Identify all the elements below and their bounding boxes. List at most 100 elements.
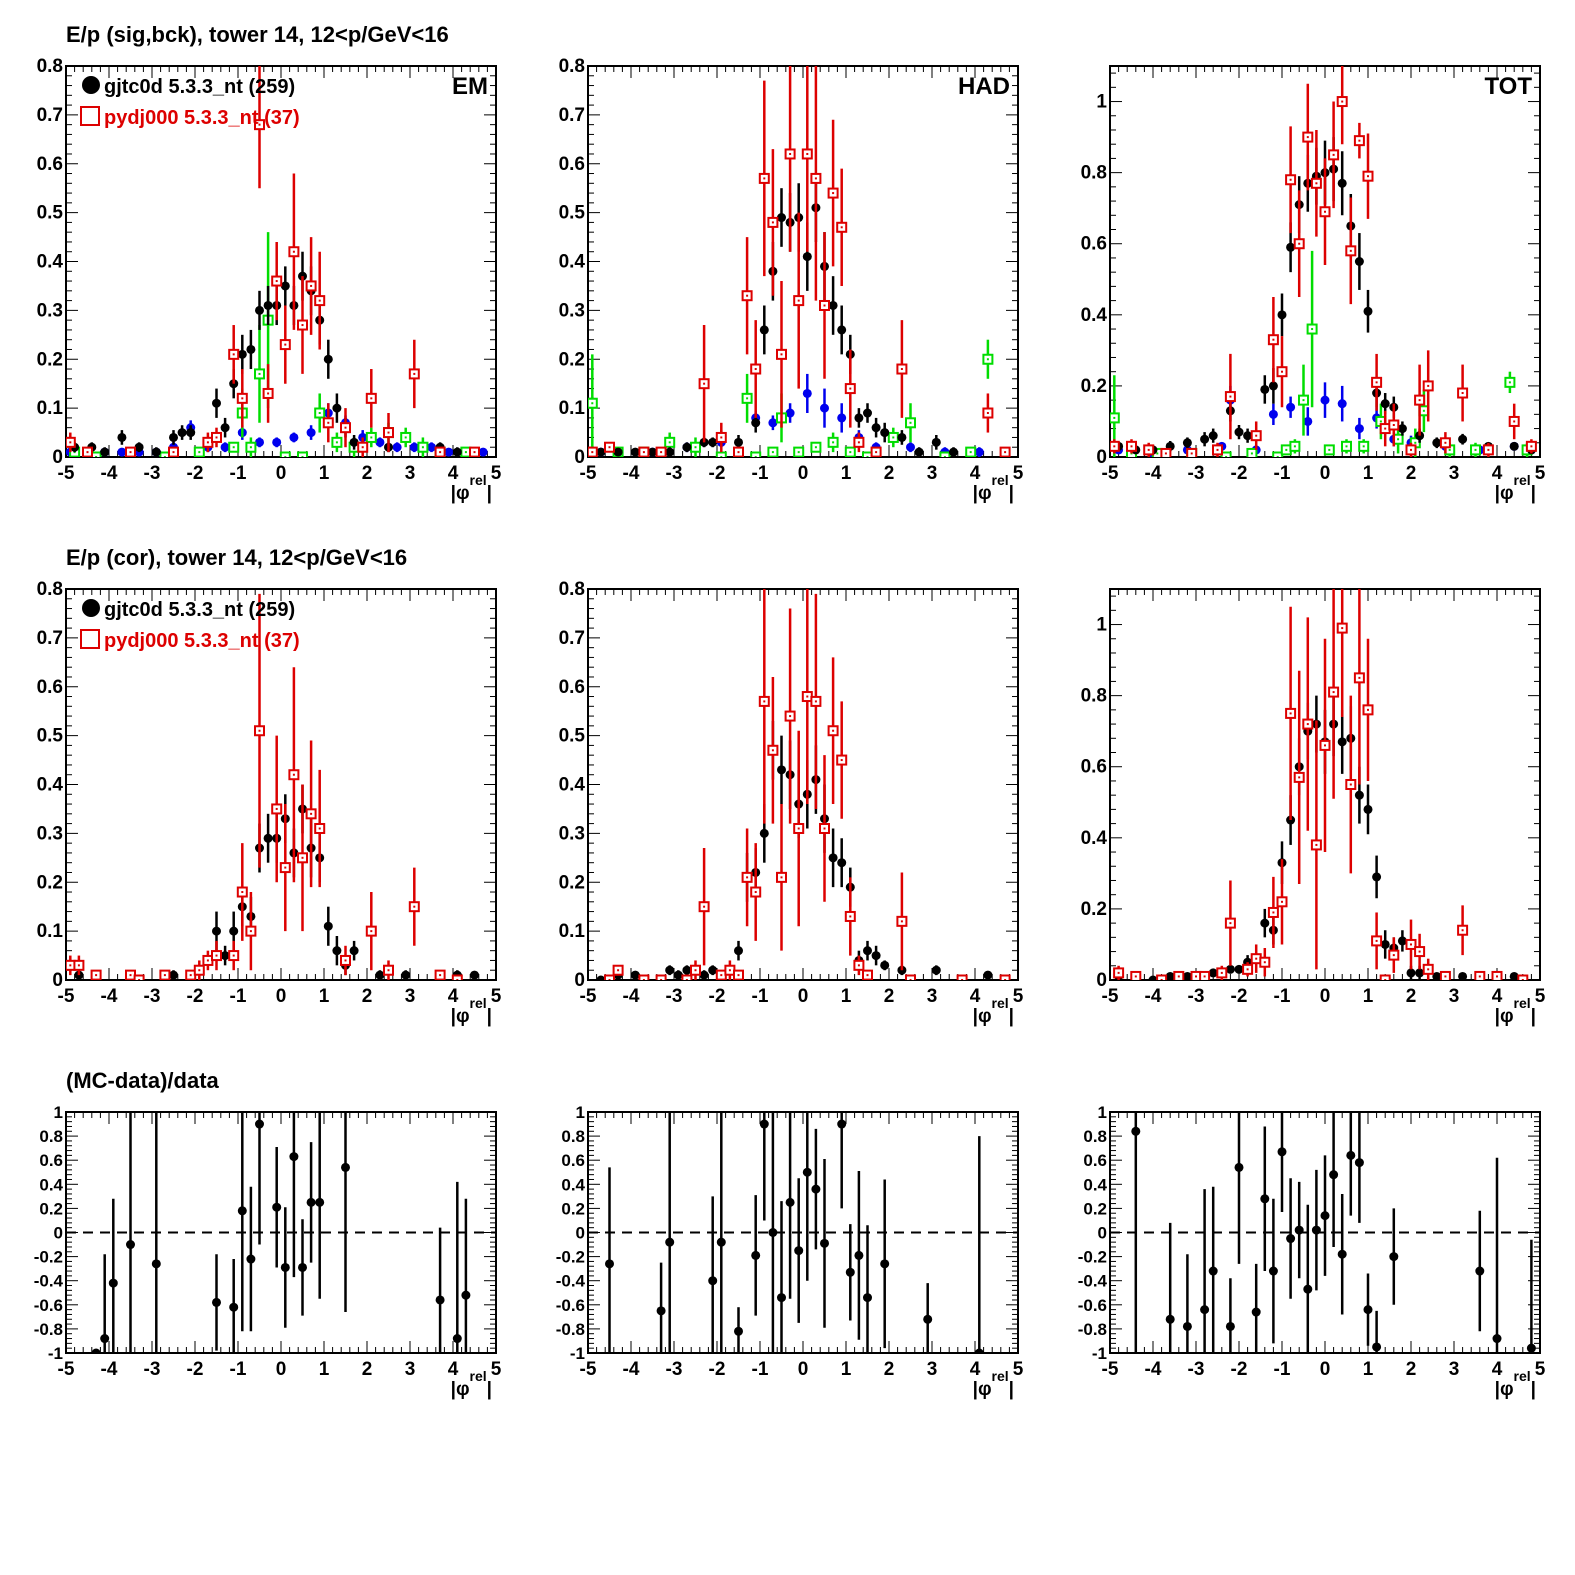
data-point — [272, 1202, 282, 1212]
legend-marker-data — [82, 76, 100, 94]
mc-point — [1156, 974, 1168, 980]
x-tick-label: -5 — [580, 1359, 597, 1380]
y-tick-label: -1 — [48, 1344, 63, 1363]
y-tick-label: 0.2 — [559, 872, 585, 893]
y-tick-label: 0.1 — [37, 921, 64, 942]
data-point — [246, 1254, 256, 1264]
data-point — [1337, 737, 1347, 747]
mc-point — [1517, 974, 1529, 980]
x-tick-label: 1 — [319, 986, 330, 1007]
data-point — [427, 442, 436, 452]
data-point — [1389, 1252, 1399, 1262]
data-point — [186, 428, 196, 438]
data-point — [820, 403, 829, 413]
series-layer — [605, 1112, 984, 1353]
x-tick-label: -1 — [230, 463, 247, 484]
x-tick-label: -1 — [1274, 1359, 1291, 1380]
panel-tag-tot: TOT — [1484, 73, 1532, 100]
mc-point — [1379, 974, 1391, 980]
y-tick-label: 0.2 — [37, 349, 63, 370]
y-tick-label: -1 — [570, 1344, 585, 1363]
y-tick-label: 0.7 — [559, 105, 585, 126]
data-point — [435, 1295, 445, 1305]
data-point — [708, 1276, 718, 1286]
legend-marker-data — [82, 599, 100, 617]
x-tick-label: 0 — [1320, 463, 1331, 484]
series-layer — [66, 593, 479, 980]
data-point — [375, 970, 385, 980]
data-point — [280, 281, 290, 291]
y-tick-label: -0.6 — [34, 1296, 63, 1315]
y-tick-label: 0.4 — [561, 1175, 585, 1194]
data-point — [665, 965, 675, 975]
x-tick-label: -5 — [1102, 1359, 1119, 1380]
x-tick-label: 2 — [884, 986, 895, 1007]
data-point — [1432, 971, 1442, 980]
data-point — [974, 447, 984, 457]
x-tick-label: -5 — [580, 463, 597, 484]
data-point — [212, 926, 221, 936]
data-point — [229, 1302, 239, 1312]
data-point — [1165, 971, 1175, 980]
plot-frame — [1109, 65, 1541, 458]
x-tick-label: 3 — [1449, 1359, 1460, 1380]
data-point — [1346, 1150, 1356, 1160]
data-point — [315, 1197, 325, 1207]
y-tick-label: 0.8 — [37, 56, 63, 77]
x-axis-label: |φrel| — [1495, 1368, 1536, 1400]
legend-label: pydj000 5.3.3_nt (37) — [104, 107, 300, 129]
data-point — [1182, 438, 1192, 448]
data-point — [323, 921, 333, 931]
y-tick-label: 0 — [574, 970, 585, 991]
y-tick-label: 0.6 — [39, 1151, 63, 1170]
data-point — [837, 325, 847, 335]
data-point — [91, 1348, 101, 1353]
data-point — [1354, 1158, 1364, 1168]
mc-point — [1220, 451, 1232, 457]
x-tick-label: -2 — [1231, 1359, 1248, 1380]
data-point — [871, 423, 881, 433]
plot-frame — [587, 588, 1019, 981]
data-point — [1320, 1211, 1330, 1221]
data-point — [777, 765, 786, 775]
x-tick-label: 0 — [276, 463, 287, 484]
y-tick-label: 0 — [1098, 1224, 1107, 1243]
y-tick-label: 0.5 — [559, 203, 586, 224]
y-tick-label: 0.7 — [37, 628, 63, 649]
data-point — [1397, 936, 1407, 946]
data-point — [255, 437, 264, 447]
data-point — [177, 428, 187, 438]
x-tick-label: -1 — [230, 986, 247, 1007]
data-point — [1303, 1284, 1313, 1294]
data-point — [656, 1306, 666, 1316]
mc-point — [999, 974, 1011, 980]
data-point — [1208, 1266, 1218, 1276]
plot-frame — [1109, 588, 1541, 981]
data-point — [1277, 310, 1287, 320]
y-tick-label: 0.4 — [37, 252, 64, 273]
y-tick-label: -0.2 — [34, 1248, 63, 1267]
chart-panel-tot-row1: -5 -4 -3 -2 -1 0 1 2 3 4 5 0 0.2 0.4 0.6 0.8 1 |φrel| TOT — [1081, 65, 1546, 504]
data-point — [332, 403, 342, 413]
data-point — [1243, 431, 1253, 441]
y-tick-label: 1 — [1098, 1103, 1107, 1122]
x-tick-label: 0 — [1320, 986, 1331, 1007]
x-tick-label: 3 — [1449, 986, 1460, 1007]
legend-marker-mc — [80, 106, 100, 126]
y-tick-label: 0.8 — [1081, 686, 1107, 707]
y-tick-label: 0 — [54, 1224, 63, 1243]
x-tick-label: 2 — [884, 463, 895, 484]
data-point — [375, 437, 385, 447]
mc-point — [655, 974, 667, 980]
data-point — [828, 853, 838, 863]
data-point — [931, 965, 941, 975]
y-tick-label: -0.8 — [556, 1320, 585, 1339]
data-point — [220, 423, 230, 433]
y-tick-label: 1 — [576, 1103, 585, 1122]
x-tick-label: -2 — [187, 463, 204, 484]
x-tick-label: 2 — [362, 986, 373, 1007]
data-point — [1509, 441, 1519, 451]
mc-point — [133, 974, 145, 980]
data-point — [461, 1290, 471, 1300]
x-tick-label: -2 — [709, 1359, 726, 1380]
